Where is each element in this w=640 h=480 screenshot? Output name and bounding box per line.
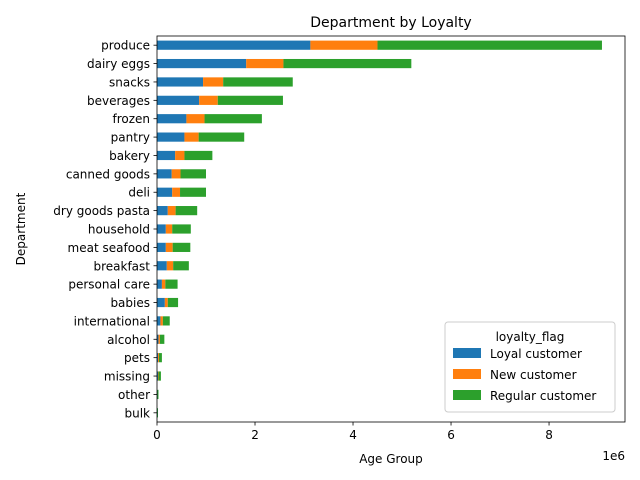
bar-segment-0 [157,297,165,308]
bar-segment-0 [157,242,166,252]
bar-segment-0 [157,316,161,326]
bar-segment-1 [157,353,159,363]
bar-segment-1 [310,40,378,50]
y-tick-label: pets [124,351,150,365]
bar-segment-0 [157,334,159,344]
bar-segment-2 [167,297,179,308]
bar-segment-1 [171,169,181,179]
x-axis-label: Age Group [359,452,423,466]
bar-segment-2 [184,150,213,161]
bar-segment-0 [157,371,158,381]
axes: produce dairy eggs snacks beverages frozen pa… [53,35,626,442]
bar-segment-2 [283,58,412,69]
bar-segment-2 [173,261,189,271]
axes-frame [156,35,626,423]
bar-segment-2 [158,371,161,381]
y-tick-label: missing [104,370,150,384]
bar-segment-1 [203,77,224,87]
x-axis-offset-label: 1e6 [602,449,625,463]
y-axis-label: Department [14,192,28,265]
bar-segment-1 [161,279,166,289]
bar-segment-2 [158,353,162,363]
legend-swatch [453,390,481,400]
bar-segment-1 [199,95,218,105]
bar-segment-2 [172,224,191,234]
bar-segment-2 [217,95,283,105]
bar-segment-1 [246,58,284,69]
bar-segment-0 [157,114,187,124]
legend-label: New customer [490,368,577,382]
y-tick-label: international [74,314,150,328]
legend-label: Regular customer [490,389,596,403]
y-tick-label: meat seafood [68,241,150,255]
bar-segment-0 [157,58,247,69]
bar-segment-1 [175,150,185,161]
y-tick-label: beverages [87,94,150,108]
bar-segment-0 [157,187,173,197]
bar-segment-2 [198,132,245,142]
bar-segment-2 [165,279,178,289]
bar-segment-0 [157,279,162,289]
bar-segment-2 [175,206,198,216]
x-tick-label: 6 [447,428,455,442]
chart-title: Department by Loyalty [310,15,471,31]
bar-segment-0 [157,132,185,142]
y-tick-label: pantry [111,131,150,145]
x-tick-label: 0 [153,428,161,442]
bar-segment-2 [162,316,170,326]
x-tick-label: 2 [251,428,259,442]
bar-segment-0 [157,353,158,363]
bar-segment-0 [157,40,311,50]
bar-segment-1 [165,242,173,252]
y-tick-label: bakery [109,149,150,163]
bar-segment-0 [157,95,200,105]
bar-segment-0 [157,150,176,161]
bar-segment-1 [172,187,181,197]
legend-box [444,321,616,413]
bar-segment-2 [223,77,293,87]
bar-segment-0 [157,261,167,271]
bar-segment-2 [159,334,165,344]
legend-title: loyalty_flag [496,330,565,344]
y-tick-label: bulk [124,406,150,420]
y-tick-label: other [118,388,150,402]
bar-segment-1 [158,334,160,344]
y-tick-label: snacks [109,75,150,89]
legend-label: Loyal customer [490,347,582,361]
y-tick-label: frozen [112,112,150,126]
y-tick-label: produce [101,39,150,53]
bar-segment-1 [186,114,205,124]
bar-segment-1 [164,297,168,308]
bar-segment-2 [180,169,206,179]
bar-segment-0 [157,206,168,216]
bar-segment-0 [157,77,204,87]
bar-segment-1 [184,132,199,142]
legend-swatch [453,369,481,379]
bar-segment-0 [157,169,172,179]
bar-segment-0 [157,224,166,234]
y-tick-label: dairy eggs [87,57,150,71]
bar-segment-2 [180,187,206,197]
x-tick-label: 4 [349,428,357,442]
bar-segment-1 [160,316,163,326]
y-tick-label: household [88,223,150,237]
y-tick-label: personal care [68,278,150,292]
y-tick-label: breakfast [93,259,150,273]
legend: loyalty_flag Loyal customer New customer Re… [444,321,616,413]
y-tick-label: babies [110,296,150,310]
bar-segment-1 [167,206,176,216]
y-tick-label: deli [128,186,150,200]
x-tick-label: 8 [545,428,553,442]
y-tick-label: alcohol [107,333,150,347]
bar-segment-2 [172,242,191,252]
bar-segment-2 [157,389,159,400]
bar-segment-1 [165,224,173,234]
bar-segment-1 [166,261,174,271]
y-tick-label: canned goods [66,167,150,181]
legend-swatch [453,348,481,358]
bar-segment-2 [204,114,262,124]
bar-segment-2 [377,40,602,50]
y-tick-label: dry goods pasta [53,204,150,218]
